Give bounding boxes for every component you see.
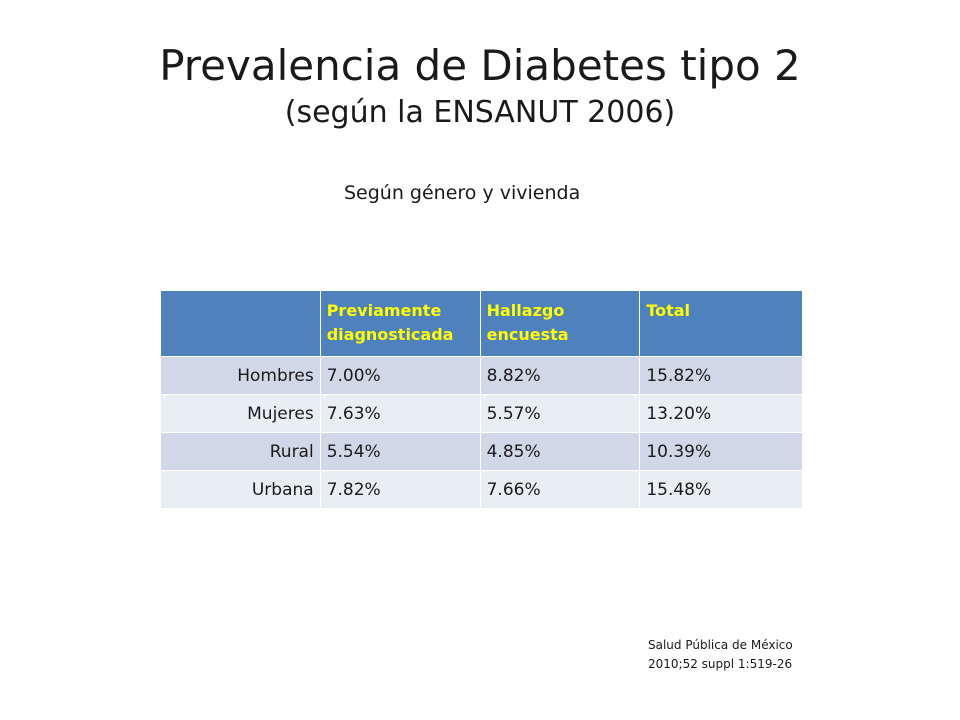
table-row: Hombres 7.00% 8.82% 15.82% <box>160 356 803 395</box>
row-label: Rural <box>160 432 321 471</box>
table-row: Mujeres 7.63% 5.57% 13.20% <box>160 394 803 433</box>
cell-previamente: 7.63% <box>319 394 481 433</box>
header-cell-total: Total <box>639 290 803 357</box>
table-row: Rural 5.54% 4.85% 10.39% <box>160 432 803 471</box>
row-label: Urbana <box>160 470 321 509</box>
cell-total: 13.20% <box>639 394 803 433</box>
citation: Salud Pública de México 2010;52 suppl 1:… <box>648 636 793 674</box>
header-cell-hallazgo: Hallazgo encuesta <box>479 290 641 357</box>
cell-previamente: 7.00% <box>319 356 481 395</box>
cell-hallazgo: 7.66% <box>479 470 641 509</box>
title-subtitle: (según la ENSANUT 2006) <box>284 95 676 130</box>
cell-total: 15.82% <box>639 356 803 395</box>
citation-reference: 2010;52 suppl 1:519-26 <box>648 657 793 671</box>
citation-journal: Salud Pública de México <box>648 638 793 652</box>
row-label: Mujeres <box>160 394 321 433</box>
cell-hallazgo: 4.85% <box>479 432 641 471</box>
title-main: Prevalencia de Diabetes tipo 2 <box>159 41 801 90</box>
table-row: Urbana 7.82% 7.66% 15.48% <box>160 470 803 509</box>
cell-previamente: 7.82% <box>319 470 481 509</box>
cell-previamente: 5.54% <box>319 432 481 471</box>
cell-total: 10.39% <box>639 432 803 471</box>
header-cell-previamente: Previamente diagnosticada <box>319 290 481 357</box>
table-caption: Según género y vivienda <box>344 182 581 204</box>
prevalence-table: Previamente diagnosticada Hallazgo encue… <box>160 290 803 509</box>
table-header-row: Previamente diagnosticada Hallazgo encue… <box>160 290 803 357</box>
cell-total: 15.48% <box>639 470 803 509</box>
cell-hallazgo: 5.57% <box>479 394 641 433</box>
row-label: Hombres <box>160 356 321 395</box>
header-cell-empty <box>160 290 321 357</box>
slide-title: Prevalencia de Diabetes tipo 2 (según la… <box>0 40 960 134</box>
cell-hallazgo: 8.82% <box>479 356 641 395</box>
